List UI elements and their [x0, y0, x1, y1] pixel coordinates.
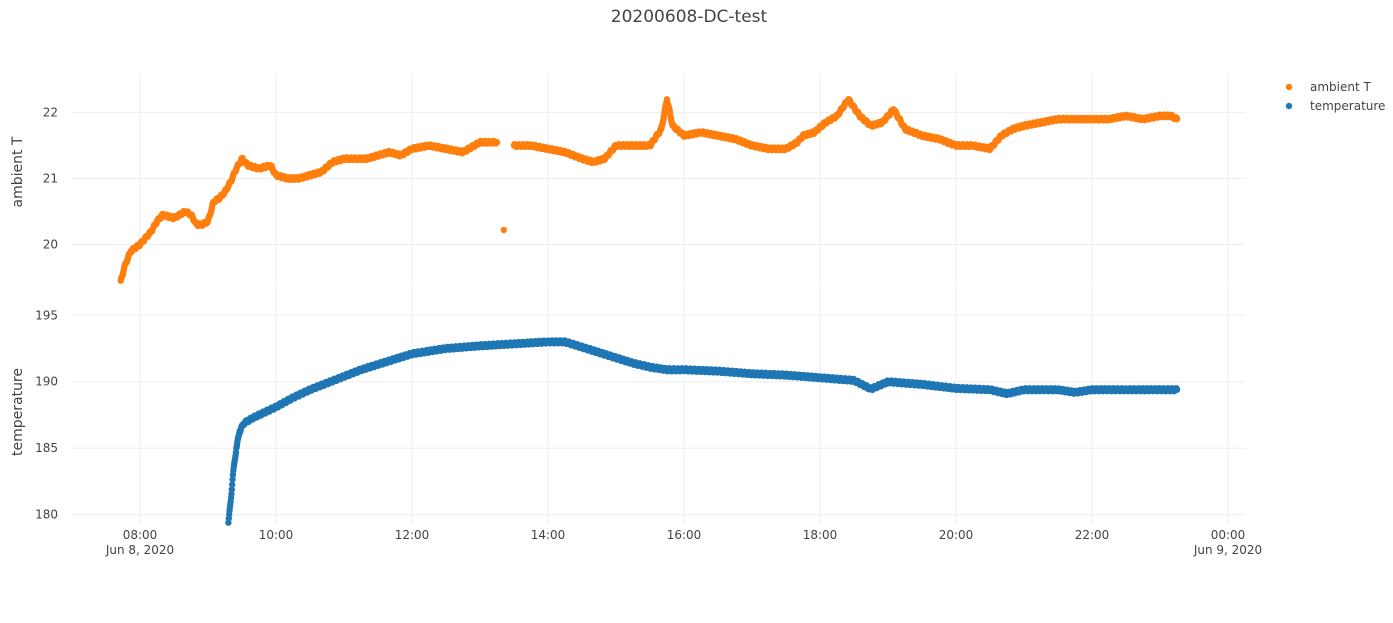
data-points [117, 96, 1181, 526]
data-point [493, 139, 501, 146]
chart-title: 20200608-DC-test [611, 7, 768, 27]
data-point [1173, 115, 1181, 123]
gridlines [72, 73, 1245, 524]
data-point [500, 226, 507, 234]
series-ambient-t [117, 96, 1181, 284]
series-temperature [225, 337, 1181, 526]
